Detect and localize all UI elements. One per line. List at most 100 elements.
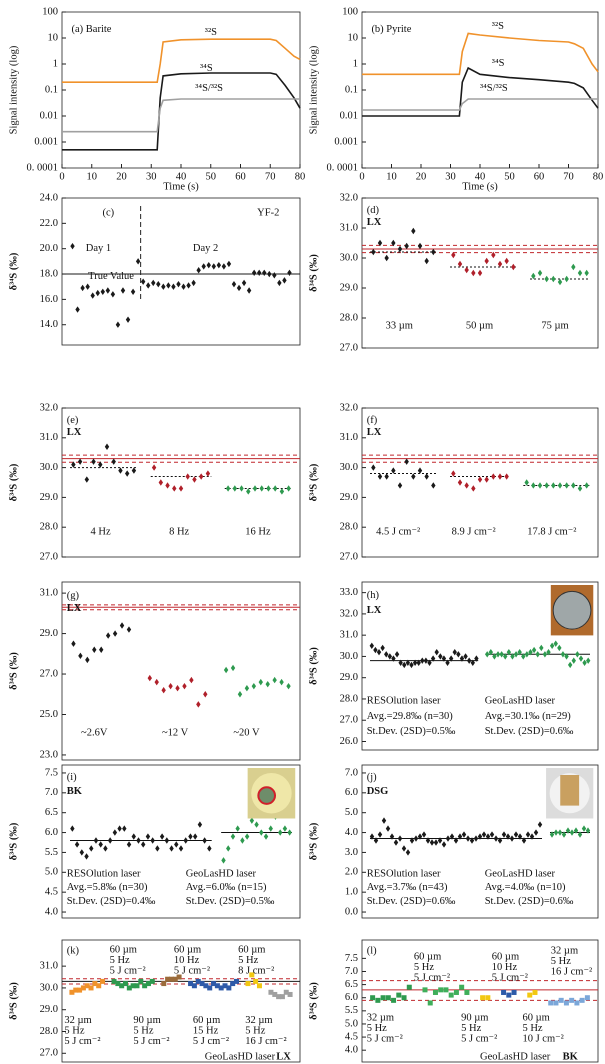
data-point	[584, 482, 589, 489]
data-point	[100, 288, 105, 295]
data-point	[529, 833, 535, 840]
data-point	[98, 841, 103, 848]
data-point	[123, 981, 128, 987]
data-point	[537, 269, 543, 277]
plot-frame	[361, 197, 599, 349]
annotation: 10 J cm⁻²	[522, 1034, 563, 1045]
plot-frame	[361, 764, 599, 919]
data-point	[142, 983, 148, 989]
data-point	[557, 644, 562, 652]
data-point	[287, 269, 292, 276]
data-point	[438, 653, 443, 660]
data-point	[510, 653, 515, 660]
y-tick-label: 4.0	[345, 1045, 358, 1056]
data-point	[107, 837, 113, 844]
y-tick-label: 10	[48, 32, 59, 43]
data-point	[527, 992, 533, 998]
y-axis-label: δ³⁴S (‰)	[8, 822, 19, 860]
y-tick-label: 22.0	[40, 218, 58, 229]
data-point	[178, 845, 184, 852]
annotation: ³²S	[492, 21, 504, 32]
data-point	[230, 664, 236, 672]
data-point	[513, 831, 519, 838]
annotation: 4.5 J cm⁻²	[376, 527, 420, 538]
series-line	[62, 72, 301, 151]
annotation: 5 Hz	[238, 955, 258, 966]
data-point	[84, 983, 90, 989]
data-point	[154, 678, 159, 686]
annotation: 60 µm	[110, 944, 137, 955]
data-point	[249, 817, 255, 824]
data-point	[251, 682, 257, 690]
data-point	[89, 845, 94, 852]
data-point	[459, 655, 465, 662]
y-tick-label: 23.0	[40, 749, 58, 760]
data-point	[235, 825, 240, 832]
annotation: 5 J cm⁻²	[367, 1034, 403, 1045]
data-point	[373, 837, 379, 844]
data-point	[201, 263, 206, 270]
data-point	[387, 653, 393, 660]
annotation: (f)	[367, 415, 378, 426]
y-tick-label: 29.0	[340, 672, 358, 683]
data-point	[567, 661, 573, 669]
data-point	[546, 648, 551, 656]
data-point	[203, 983, 209, 989]
data-point	[441, 655, 447, 662]
data-point	[401, 995, 407, 1001]
data-point	[241, 279, 247, 287]
annotation: ³⁴S/³²S	[195, 83, 223, 94]
inset-photo	[552, 590, 592, 630]
data-point	[287, 991, 293, 997]
data-point	[506, 992, 512, 998]
y-tick-label: 28.0	[340, 522, 358, 533]
plot-frame	[61, 764, 301, 919]
annotation: St.Dev. (2SD)=0.5‰	[367, 726, 456, 737]
annotation: 75 µm	[541, 320, 568, 331]
data-point	[286, 682, 291, 690]
y-axis-label: δ³⁴S (‰)	[308, 822, 319, 860]
data-point	[398, 659, 403, 667]
data-point	[492, 653, 497, 660]
data-point	[564, 275, 569, 283]
data-point	[117, 825, 122, 832]
data-point	[579, 997, 585, 1003]
annotation: 10 Hz	[492, 962, 518, 973]
data-point	[376, 648, 382, 656]
data-point	[188, 833, 193, 840]
y-tick-label: 24.0	[40, 192, 58, 203]
annotation: Avg.=4.0‰ (n=10)	[485, 882, 566, 893]
data-point	[431, 248, 436, 256]
annotation: 8 Hz	[169, 527, 189, 538]
data-point	[371, 248, 376, 256]
data-point	[186, 282, 191, 289]
data-point	[385, 825, 391, 832]
annotation: Avg.=30.1‰ (n=29)	[485, 711, 572, 722]
y-tick-label: 0. 0001	[327, 162, 359, 173]
data-point	[221, 857, 226, 864]
data-point	[578, 655, 584, 662]
data-point	[470, 659, 475, 667]
data-point	[85, 656, 90, 664]
data-point	[585, 657, 591, 664]
y-tick-label: 20.0	[40, 243, 58, 254]
data-point	[575, 651, 580, 658]
data-point	[251, 269, 257, 276]
data-point	[161, 687, 166, 694]
annotation: 60 µm	[238, 944, 265, 955]
y-tick-label: 7.0	[345, 767, 358, 778]
data-point	[169, 845, 174, 852]
plot-frame	[361, 407, 599, 558]
data-point	[557, 278, 563, 286]
y-tick-label: 5.0	[45, 867, 58, 878]
data-point	[397, 835, 403, 842]
data-point	[226, 845, 231, 852]
y-tick-label: 10	[348, 32, 359, 43]
annotation: BK	[563, 1052, 579, 1063]
annotation: YF-2	[257, 208, 279, 219]
data-point	[517, 648, 522, 656]
data-point	[222, 983, 228, 989]
data-point	[369, 642, 375, 649]
data-point	[411, 473, 416, 480]
series-line	[362, 98, 598, 111]
